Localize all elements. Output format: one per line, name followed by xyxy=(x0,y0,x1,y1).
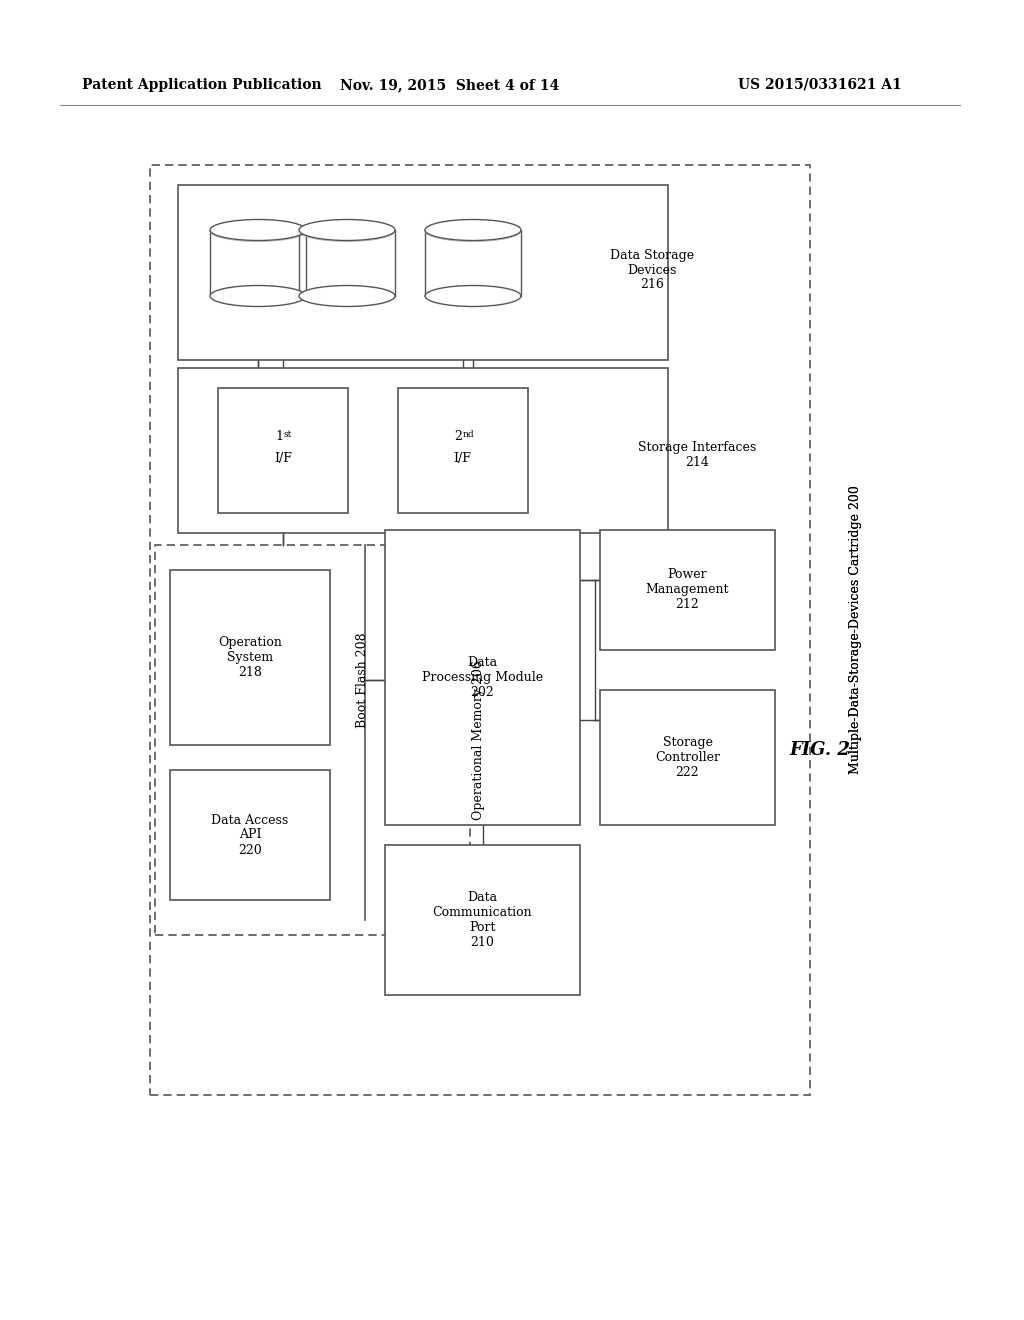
Text: Operation
System
218: Operation System 218 xyxy=(218,636,282,678)
Bar xyxy=(150,165,810,1096)
Text: US 2015/0331621 A1: US 2015/0331621 A1 xyxy=(738,78,902,92)
Text: I/F: I/F xyxy=(274,451,292,465)
Text: Storage Interfaces
214: Storage Interfaces 214 xyxy=(638,441,757,469)
Bar xyxy=(170,570,330,744)
Text: Multiple-Data-Storage-Devices Cartridge 200: Multiple-Data-Storage-Devices Cartridge … xyxy=(849,486,861,775)
Bar xyxy=(155,545,470,935)
Text: Storage
Controller
222: Storage Controller 222 xyxy=(655,737,720,779)
Bar xyxy=(426,230,520,296)
Text: st: st xyxy=(284,430,293,440)
Text: Nov. 19, 2015  Sheet 4 of 14: Nov. 19, 2015 Sheet 4 of 14 xyxy=(340,78,560,92)
Bar xyxy=(600,690,775,825)
Bar xyxy=(211,230,305,296)
Ellipse shape xyxy=(425,285,521,306)
Bar xyxy=(300,230,394,296)
Text: nd: nd xyxy=(463,430,475,440)
Text: 1: 1 xyxy=(275,430,283,444)
Text: Data
Processing Module
202: Data Processing Module 202 xyxy=(422,656,543,700)
Text: Data Storage
Devices
216: Data Storage Devices 216 xyxy=(610,248,694,292)
Bar xyxy=(178,185,668,360)
Bar xyxy=(218,388,348,513)
Ellipse shape xyxy=(210,219,306,240)
Ellipse shape xyxy=(210,285,306,306)
Ellipse shape xyxy=(299,220,395,242)
Bar xyxy=(385,531,580,825)
Text: Boot Flash 208: Boot Flash 208 xyxy=(355,632,369,727)
Text: Power
Management
212: Power Management 212 xyxy=(646,569,729,611)
Text: I/F: I/F xyxy=(453,451,471,465)
Text: Data
Communication
Port
210: Data Communication Port 210 xyxy=(433,891,532,949)
Bar xyxy=(178,368,668,533)
Text: FIG. 2: FIG. 2 xyxy=(790,741,851,759)
Bar xyxy=(600,531,775,649)
Ellipse shape xyxy=(425,219,521,240)
Text: Operational Memory 206: Operational Memory 206 xyxy=(472,660,485,820)
Text: 2: 2 xyxy=(454,430,462,444)
Ellipse shape xyxy=(425,220,521,242)
Bar xyxy=(398,388,528,513)
Bar xyxy=(170,770,330,900)
Text: Data Access
API
220: Data Access API 220 xyxy=(211,813,289,857)
Ellipse shape xyxy=(299,219,395,240)
Ellipse shape xyxy=(299,285,395,306)
Bar xyxy=(385,845,580,995)
Ellipse shape xyxy=(210,220,306,242)
Text: Multiple-Data-Storage-Devices Cartridge 200: Multiple-Data-Storage-Devices Cartridge … xyxy=(849,486,861,775)
Text: Patent Application Publication: Patent Application Publication xyxy=(82,78,322,92)
